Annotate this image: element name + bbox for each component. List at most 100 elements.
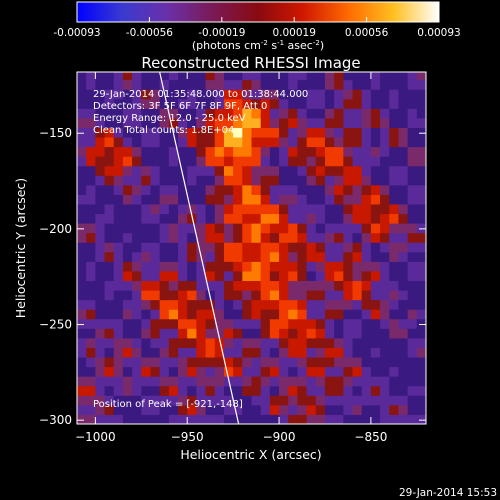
heatmap-cell: [141, 213, 151, 224]
heatmap-cell: [242, 337, 252, 348]
heatmap-cell: [389, 328, 399, 339]
heatmap-cell: [214, 404, 225, 415]
heatmap-cell: [168, 223, 179, 234]
heatmap-cell: [150, 156, 161, 167]
heatmap-cell: [389, 204, 399, 215]
heatmap-cell: [141, 337, 151, 348]
heatmap-cell: [324, 404, 335, 415]
heatmap-cell: [324, 184, 335, 195]
heatmap-cell: [95, 299, 106, 310]
heatmap-cell: [150, 318, 161, 329]
heatmap-cell: [113, 328, 124, 339]
heatmap-cell: [95, 414, 106, 424]
heatmap-cell: [86, 318, 96, 329]
heatmap-cell: [306, 299, 317, 310]
heatmap-cell: [306, 280, 317, 291]
heatmap-cell: [113, 156, 124, 167]
heatmap-cell: [343, 108, 354, 119]
heatmap-cell: [214, 72, 225, 81]
heatmap-cell: [324, 117, 335, 128]
heatmap-cell: [306, 184, 317, 195]
heatmap-cell: [306, 309, 317, 320]
heatmap-cell: [104, 184, 115, 195]
heatmap-cell: [352, 299, 363, 310]
heatmap-cell: [297, 385, 308, 396]
heatmap-cell: [150, 280, 161, 291]
heatmap-cell: [178, 165, 188, 176]
heatmap-cell: [95, 261, 106, 272]
heatmap-cell: [416, 204, 426, 215]
heatmap-cell: [269, 98, 280, 109]
x-tick-label: −850: [354, 430, 387, 444]
heatmap-cell: [306, 89, 317, 100]
heatmap-cell: [361, 117, 372, 128]
heatmap-cell: [389, 117, 399, 128]
heatmap-cell: [407, 175, 418, 186]
heatmap-cell: [352, 165, 363, 176]
colorbar-tick-label: 0.00093: [417, 27, 460, 39]
heatmap-cell: [196, 156, 207, 167]
heatmap-cell: [178, 72, 188, 81]
heatmap-cell: [132, 261, 142, 272]
heatmap-cell: [380, 242, 390, 253]
heatmap-cell: [251, 299, 262, 310]
heatmap-cell: [343, 89, 354, 100]
heatmap-cell: [242, 376, 252, 387]
heatmap-cell: [334, 156, 344, 167]
heatmap-cell: [141, 347, 151, 358]
heatmap-cell: [370, 137, 381, 148]
heatmap-cell: [132, 404, 142, 415]
heatmap-cell: [389, 175, 399, 186]
peak-position-label: Position of Peak = [-921,-148]: [93, 399, 243, 410]
heatmap-cell: [251, 309, 262, 320]
heatmap-cell: [113, 232, 124, 243]
heatmap-cell: [150, 108, 161, 119]
heatmap-cell: [132, 79, 142, 90]
heatmap-cell: [288, 261, 298, 272]
heatmap-cell: [398, 251, 409, 262]
heatmap-cell: [334, 318, 344, 329]
heatmap-cell: [315, 366, 326, 377]
heatmap-cell: [380, 309, 390, 320]
heatmap-cell: [343, 270, 354, 282]
heatmap-cell: [279, 357, 289, 368]
heatmap-cell: [389, 366, 399, 377]
heatmap-cell: [223, 204, 234, 215]
heatmap-cell: [178, 337, 188, 348]
heatmap-cell: [416, 146, 426, 157]
heatmap-cell: [398, 280, 409, 291]
heatmap-cell: [324, 376, 335, 387]
heatmap-cell: [77, 184, 87, 195]
heatmap-cell: [214, 337, 225, 348]
heatmap-cell: [324, 328, 335, 339]
heatmap-cell: [269, 194, 280, 205]
heatmap-cell: [205, 347, 216, 358]
heatmap-cell: [178, 376, 188, 387]
heatmap-cell: [104, 404, 115, 415]
heatmap-cell: [324, 270, 335, 282]
heatmap-cell: [251, 318, 262, 329]
heatmap-cell: [132, 223, 142, 234]
heatmap-cell: [324, 251, 335, 262]
heatmap-cell: [104, 232, 115, 243]
heatmap-cell: [205, 290, 216, 301]
heatmap-cell: [288, 165, 298, 176]
heatmap-cell: [297, 366, 308, 377]
heatmap-cell: [297, 89, 308, 100]
heatmap-cell: [306, 328, 317, 339]
heatmap-cell: [95, 385, 106, 396]
heatmap-cell: [122, 72, 133, 81]
heatmap-cell: [122, 347, 133, 358]
heatmap-cell: [223, 79, 234, 90]
heatmap-cell: [251, 98, 262, 109]
heatmap-cell: [361, 79, 372, 90]
heatmap-cell: [95, 280, 106, 291]
heatmap-cell: [380, 146, 390, 157]
heatmap-cell: [122, 251, 133, 262]
heatmap-cell: [288, 72, 298, 81]
heatmap-cell: [233, 89, 243, 100]
heatmap-cell: [260, 328, 271, 339]
heatmap-cell: [77, 156, 87, 167]
heatmap-cell: [380, 223, 390, 234]
heatmap-cell: [242, 270, 252, 282]
